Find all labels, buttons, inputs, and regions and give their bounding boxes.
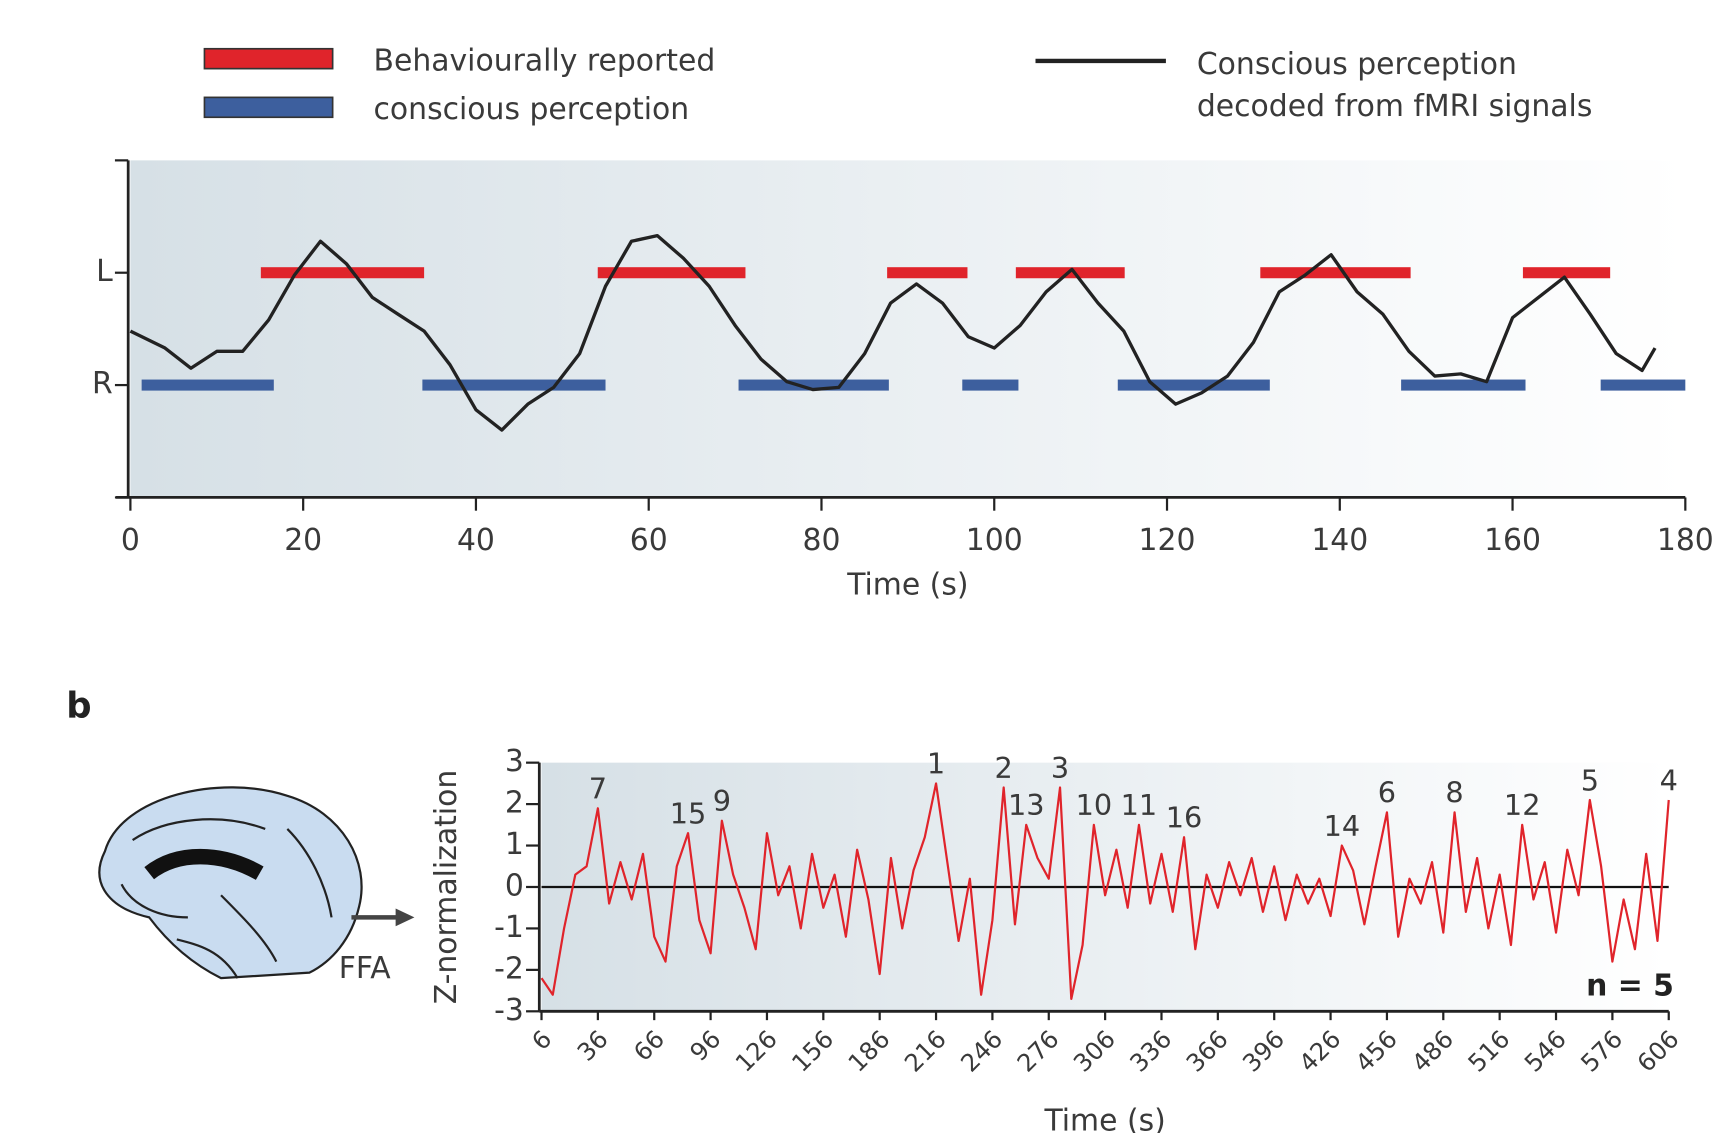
y-axis-label: Z-normalization bbox=[429, 770, 464, 1005]
legend-label: Behaviourally reported bbox=[374, 44, 716, 79]
perception-bar bbox=[1522, 267, 1611, 279]
x-axis-label: Time (s) bbox=[846, 567, 968, 602]
x-tick-label: 456 bbox=[1349, 1024, 1402, 1077]
legend-label: conscious perception bbox=[374, 92, 690, 127]
legend-label: Conscious perception bbox=[1197, 47, 1517, 82]
panel-label: b bbox=[66, 685, 91, 726]
x-tick-label: 186 bbox=[842, 1024, 895, 1077]
perception-bar bbox=[422, 379, 606, 391]
legend-swatch bbox=[203, 96, 334, 119]
x-tick-label: 180 bbox=[1657, 523, 1714, 558]
x-tick-label: 20 bbox=[284, 523, 322, 558]
perception-bar bbox=[260, 267, 425, 279]
perception-bar bbox=[1260, 267, 1411, 279]
peak-label: 11 bbox=[1121, 788, 1158, 822]
x-tick-label: 156 bbox=[786, 1024, 839, 1077]
peak-label: 4 bbox=[1660, 763, 1678, 797]
brain-illustration bbox=[98, 786, 363, 980]
legend-swatch bbox=[203, 47, 334, 70]
x-tick-label: 66 bbox=[628, 1024, 670, 1066]
arrow bbox=[351, 908, 415, 927]
x-tick-label: 216 bbox=[899, 1024, 952, 1077]
peak-label: 6 bbox=[1378, 776, 1396, 810]
peak-label: 1 bbox=[927, 747, 945, 781]
x-tick-label: 426 bbox=[1293, 1024, 1346, 1077]
peak-label: 10 bbox=[1076, 788, 1113, 822]
y-tick-label: 0 bbox=[505, 868, 524, 903]
x-tick-label: 40 bbox=[457, 523, 495, 558]
x-tick-label: 6 bbox=[526, 1024, 557, 1055]
x-tick-label: 246 bbox=[955, 1024, 1008, 1077]
y-tick-label: L bbox=[96, 254, 113, 289]
x-tick-label: 336 bbox=[1124, 1024, 1177, 1077]
y-tick-label: -3 bbox=[494, 993, 524, 1028]
perception-bar bbox=[1600, 379, 1686, 391]
sample-size: n = 5 bbox=[1586, 969, 1674, 1004]
x-axis-label: Time (s) bbox=[1043, 1103, 1165, 1133]
perception-bar bbox=[962, 379, 1019, 391]
x-tick-label: 60 bbox=[630, 523, 668, 558]
peak-label: 3 bbox=[1051, 751, 1069, 785]
x-tick-label: 306 bbox=[1068, 1024, 1121, 1077]
y-tick-label: 3 bbox=[505, 744, 524, 779]
data-line bbox=[540, 782, 1670, 1001]
peak-label: 14 bbox=[1324, 809, 1361, 843]
x-tick-label: 366 bbox=[1180, 1024, 1233, 1077]
perception-bar bbox=[887, 267, 968, 279]
data-line bbox=[129, 233, 1657, 432]
y-tick-label: -1 bbox=[494, 910, 524, 945]
x-tick-label: 140 bbox=[1311, 523, 1368, 558]
peak-label: 2 bbox=[995, 751, 1013, 785]
perception-bar bbox=[597, 267, 746, 279]
peak-label: 7 bbox=[589, 772, 607, 806]
x-tick-label: 396 bbox=[1237, 1024, 1290, 1077]
peak-label: 12 bbox=[1504, 788, 1541, 822]
peak-label: 13 bbox=[1008, 788, 1045, 822]
x-tick-label: 120 bbox=[1139, 523, 1196, 558]
x-tick-label: 80 bbox=[802, 523, 840, 558]
x-tick-label: 126 bbox=[729, 1024, 782, 1077]
perception-bar bbox=[141, 379, 274, 391]
peak-label: 16 bbox=[1166, 801, 1203, 835]
y-tick-label: R bbox=[92, 367, 113, 402]
perception-bar bbox=[1401, 379, 1526, 391]
peak-label: 5 bbox=[1581, 763, 1599, 797]
x-tick-label: 100 bbox=[966, 523, 1023, 558]
x-tick-label: 160 bbox=[1484, 523, 1541, 558]
x-tick-label: 0 bbox=[121, 523, 140, 558]
x-tick-label: 96 bbox=[684, 1024, 726, 1066]
x-tick-label: 486 bbox=[1406, 1024, 1459, 1077]
plot-area-a bbox=[130, 160, 1686, 498]
x-tick-label: 576 bbox=[1575, 1024, 1628, 1077]
y-tick-label: 1 bbox=[505, 827, 524, 862]
peak-label: 9 bbox=[713, 784, 731, 818]
y-tick-label: -2 bbox=[494, 951, 524, 986]
region-label: FFA bbox=[339, 951, 392, 986]
x-tick-label: 546 bbox=[1519, 1024, 1572, 1077]
x-tick-label: 516 bbox=[1462, 1024, 1515, 1077]
x-tick-label: 36 bbox=[571, 1024, 613, 1066]
legend-label: decoded from fMRI signals bbox=[1197, 89, 1593, 124]
peak-label: 15 bbox=[670, 796, 707, 830]
perception-bar bbox=[738, 379, 889, 391]
y-tick-label: 2 bbox=[505, 786, 524, 821]
x-tick-label: 606 bbox=[1631, 1024, 1684, 1077]
perception-bar bbox=[1117, 379, 1270, 391]
x-tick-label: 276 bbox=[1011, 1024, 1064, 1077]
peak-label: 8 bbox=[1445, 776, 1463, 810]
